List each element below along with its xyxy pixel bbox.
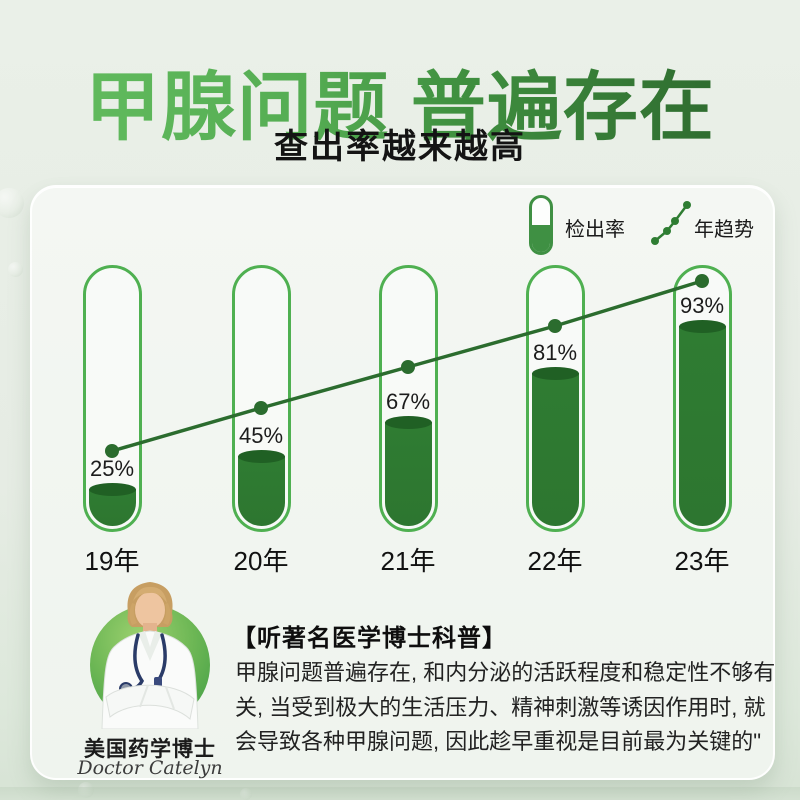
expert-signature: Doctor Catelyn [77,757,223,779]
capsule-icon [529,195,553,255]
expert-section-title: 【听著名医学博士科普】 [232,625,507,652]
tube-fill-ellipse [88,483,136,496]
tube-fill [531,367,579,526]
legend-label-detection-rate: 检出率 [565,219,625,241]
x-axis-label: 21年 [380,546,436,576]
bottom-band-decoration [0,787,800,800]
expert-quote: 甲腺问题普遍存在, 和内分泌的活跃程度和稳定性不够有关, 当受到极大的生活压力、… [235,660,776,754]
water-droplet-decoration [240,788,252,800]
tube-fill [384,416,432,526]
detection-rate-chart: 25% 45% 67% 81% 93% 19年 20年 21年 22年 23年 [32,187,777,782]
tube-fill-ellipse [678,320,726,333]
doctor-avatar [90,582,210,729]
water-droplet-decoration [8,262,23,277]
water-droplet-decoration [78,782,94,798]
page-title: 甲腺问题 普遍存在 [0,65,800,149]
page-subtitle: 查出率越来越高 [274,128,526,166]
x-axis-label: 19年 [84,546,140,576]
x-axis-label: 22年 [527,546,583,576]
water-droplet-decoration [0,188,24,218]
chart-legend: 检出率 年趋势 [527,193,772,259]
trend-line-icon [651,201,691,245]
value-label: 25% [89,456,135,481]
tube-fill-ellipse [531,367,579,380]
tube-fill-ellipse [237,450,285,463]
expert-name: 美国药学博士 [84,738,216,761]
value-label: 81% [532,340,578,365]
value-label: 45% [238,423,284,448]
x-axis-label: 23年 [674,546,730,576]
value-label: 67% [385,389,431,414]
legend-label-year-trend: 年趋势 [694,219,754,241]
tube-fill [237,450,285,526]
tube-fill [88,483,136,526]
test-tube [82,265,142,532]
test-tube [525,265,585,532]
x-axis-label: 20年 [233,546,289,576]
tube-fill [678,320,726,526]
capsule-fill [532,225,550,252]
value-label: 93% [679,293,725,318]
tube-fill-ellipse [384,416,432,429]
test-tube [231,265,291,532]
chart-card: 检出率 年趋势 25% 45% 67% 81% 93% 19年 20年 21年 … [30,185,775,780]
